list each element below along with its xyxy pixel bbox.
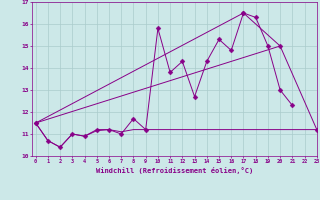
- X-axis label: Windchill (Refroidissement éolien,°C): Windchill (Refroidissement éolien,°C): [96, 167, 253, 174]
